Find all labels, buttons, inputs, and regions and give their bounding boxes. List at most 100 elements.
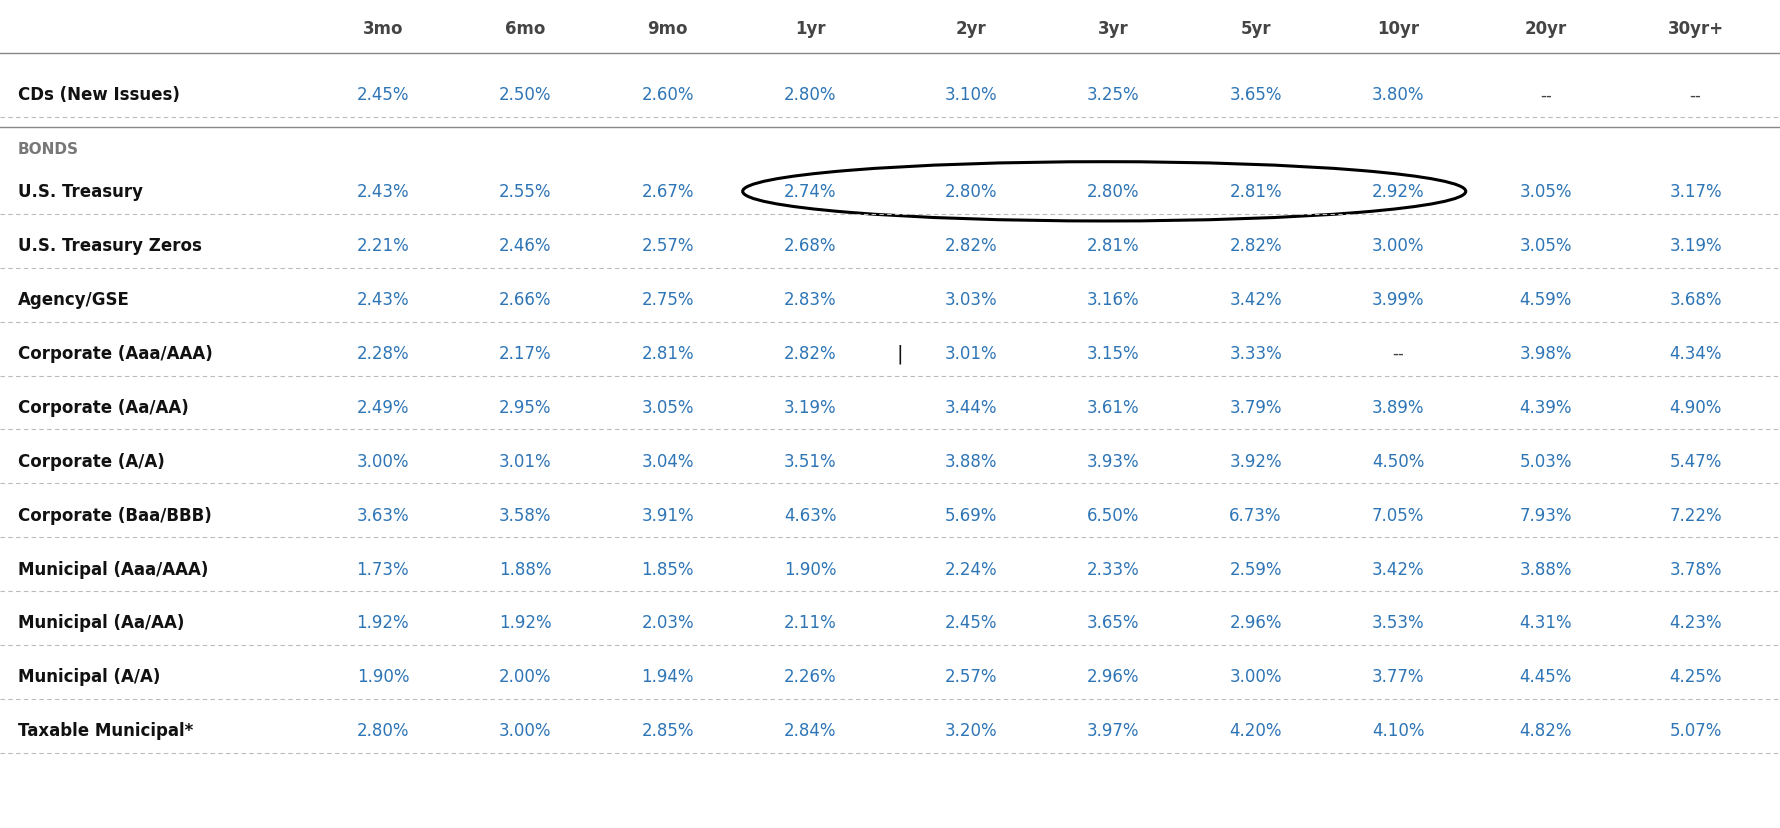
Text: 3.00%: 3.00%	[356, 452, 409, 470]
Text: 2.55%: 2.55%	[498, 183, 552, 201]
Text: 2.80%: 2.80%	[783, 86, 837, 104]
Text: BONDS: BONDS	[18, 142, 78, 156]
Text: 5.69%: 5.69%	[943, 506, 997, 524]
Text: 9mo: 9mo	[648, 20, 687, 38]
Text: 2.60%: 2.60%	[641, 86, 694, 104]
Text: 2.28%: 2.28%	[356, 344, 409, 363]
Text: 3.04%: 3.04%	[641, 452, 694, 470]
Text: Corporate (A/A): Corporate (A/A)	[18, 452, 164, 470]
Text: 4.45%: 4.45%	[1518, 667, 1572, 686]
Text: 5.03%: 5.03%	[1518, 452, 1572, 470]
Text: 2.75%: 2.75%	[641, 291, 694, 309]
Text: 3.88%: 3.88%	[943, 452, 997, 470]
Text: 4.82%: 4.82%	[1518, 721, 1572, 739]
Text: 3.10%: 3.10%	[943, 86, 997, 104]
Text: |: |	[895, 344, 902, 363]
Text: 4.20%: 4.20%	[1228, 721, 1282, 739]
Text: 3.53%: 3.53%	[1371, 614, 1424, 632]
Text: 3.05%: 3.05%	[1518, 237, 1572, 255]
Text: U.S. Treasury Zeros: U.S. Treasury Zeros	[18, 237, 201, 255]
Text: 3.05%: 3.05%	[641, 398, 694, 416]
Text: 3.89%: 3.89%	[1371, 398, 1424, 416]
Text: 2.03%: 2.03%	[641, 614, 694, 632]
Text: 2.82%: 2.82%	[783, 344, 837, 363]
Text: 2.45%: 2.45%	[356, 86, 409, 104]
Text: Municipal (A/A): Municipal (A/A)	[18, 667, 160, 686]
Text: 2.83%: 2.83%	[783, 291, 837, 309]
Text: 2yr: 2yr	[954, 20, 986, 38]
Text: 4.34%: 4.34%	[1668, 344, 1721, 363]
Text: 2.92%: 2.92%	[1371, 183, 1424, 201]
Text: 2.49%: 2.49%	[356, 398, 409, 416]
Text: 3.05%: 3.05%	[1518, 183, 1572, 201]
Text: 2.11%: 2.11%	[783, 614, 837, 632]
Text: 2.50%: 2.50%	[498, 86, 552, 104]
Text: 2.24%: 2.24%	[943, 560, 997, 578]
Text: 3.42%: 3.42%	[1228, 291, 1282, 309]
Text: 3.16%: 3.16%	[1086, 291, 1139, 309]
Text: 3.58%: 3.58%	[498, 506, 552, 524]
Text: 7.22%: 7.22%	[1668, 506, 1721, 524]
Text: 2.43%: 2.43%	[356, 183, 409, 201]
Text: 3.19%: 3.19%	[783, 398, 837, 416]
Text: Municipal (Aaa/AAA): Municipal (Aaa/AAA)	[18, 560, 208, 578]
Text: 2.82%: 2.82%	[943, 237, 997, 255]
Text: 3.03%: 3.03%	[943, 291, 997, 309]
Text: 2.66%: 2.66%	[498, 291, 552, 309]
Text: Corporate (Baa/BBB): Corporate (Baa/BBB)	[18, 506, 212, 524]
Text: 6mo: 6mo	[506, 20, 545, 38]
Text: 2.45%: 2.45%	[943, 614, 997, 632]
Text: 4.23%: 4.23%	[1668, 614, 1721, 632]
Text: 3.98%: 3.98%	[1518, 344, 1572, 363]
Text: 3.19%: 3.19%	[1668, 237, 1721, 255]
Text: 2.96%: 2.96%	[1086, 667, 1139, 686]
Text: 2.68%: 2.68%	[783, 237, 837, 255]
Text: 2.57%: 2.57%	[641, 237, 694, 255]
Text: 3mo: 3mo	[363, 20, 402, 38]
Text: Corporate (Aaa/AAA): Corporate (Aaa/AAA)	[18, 344, 212, 363]
Text: 2.57%: 2.57%	[943, 667, 997, 686]
Text: 3.25%: 3.25%	[1086, 86, 1139, 104]
Text: 2.81%: 2.81%	[1228, 183, 1282, 201]
Text: 4.31%: 4.31%	[1518, 614, 1572, 632]
Text: 30yr+: 30yr+	[1666, 20, 1723, 38]
Text: 2.82%: 2.82%	[1228, 237, 1282, 255]
Text: 4.39%: 4.39%	[1518, 398, 1572, 416]
Text: 3.44%: 3.44%	[943, 398, 997, 416]
Text: 3.00%: 3.00%	[498, 721, 552, 739]
Text: 4.90%: 4.90%	[1668, 398, 1721, 416]
Text: 3.33%: 3.33%	[1228, 344, 1282, 363]
Text: 3.91%: 3.91%	[641, 506, 694, 524]
Text: 1.88%: 1.88%	[498, 560, 552, 578]
Text: 2.85%: 2.85%	[641, 721, 694, 739]
Text: 3.17%: 3.17%	[1668, 183, 1721, 201]
Text: 2.80%: 2.80%	[1086, 183, 1139, 201]
Text: 6.50%: 6.50%	[1086, 506, 1139, 524]
Text: 3.01%: 3.01%	[498, 452, 552, 470]
Text: 2.81%: 2.81%	[1086, 237, 1139, 255]
Text: 3.65%: 3.65%	[1228, 86, 1282, 104]
Text: 2.21%: 2.21%	[356, 237, 409, 255]
Text: 2.74%: 2.74%	[783, 183, 837, 201]
Text: 4.50%: 4.50%	[1371, 452, 1424, 470]
Text: 5yr: 5yr	[1239, 20, 1271, 38]
Text: 2.59%: 2.59%	[1228, 560, 1282, 578]
Text: 1.90%: 1.90%	[356, 667, 409, 686]
Text: 2.26%: 2.26%	[783, 667, 837, 686]
Text: 2.43%: 2.43%	[356, 291, 409, 309]
Text: 3.99%: 3.99%	[1371, 291, 1424, 309]
Text: 2.80%: 2.80%	[943, 183, 997, 201]
Text: 3.00%: 3.00%	[1228, 667, 1282, 686]
Text: 1.92%: 1.92%	[498, 614, 552, 632]
Text: 3.92%: 3.92%	[1228, 452, 1282, 470]
Text: 1yr: 1yr	[794, 20, 826, 38]
Text: 3.93%: 3.93%	[1086, 452, 1139, 470]
Text: 5.47%: 5.47%	[1668, 452, 1721, 470]
Text: 3.20%: 3.20%	[943, 721, 997, 739]
Text: 3.42%: 3.42%	[1371, 560, 1424, 578]
Text: 2.67%: 2.67%	[641, 183, 694, 201]
Text: --: --	[1540, 86, 1550, 104]
Text: 4.10%: 4.10%	[1371, 721, 1424, 739]
Text: 3.88%: 3.88%	[1518, 560, 1572, 578]
Text: 2.95%: 2.95%	[498, 398, 552, 416]
